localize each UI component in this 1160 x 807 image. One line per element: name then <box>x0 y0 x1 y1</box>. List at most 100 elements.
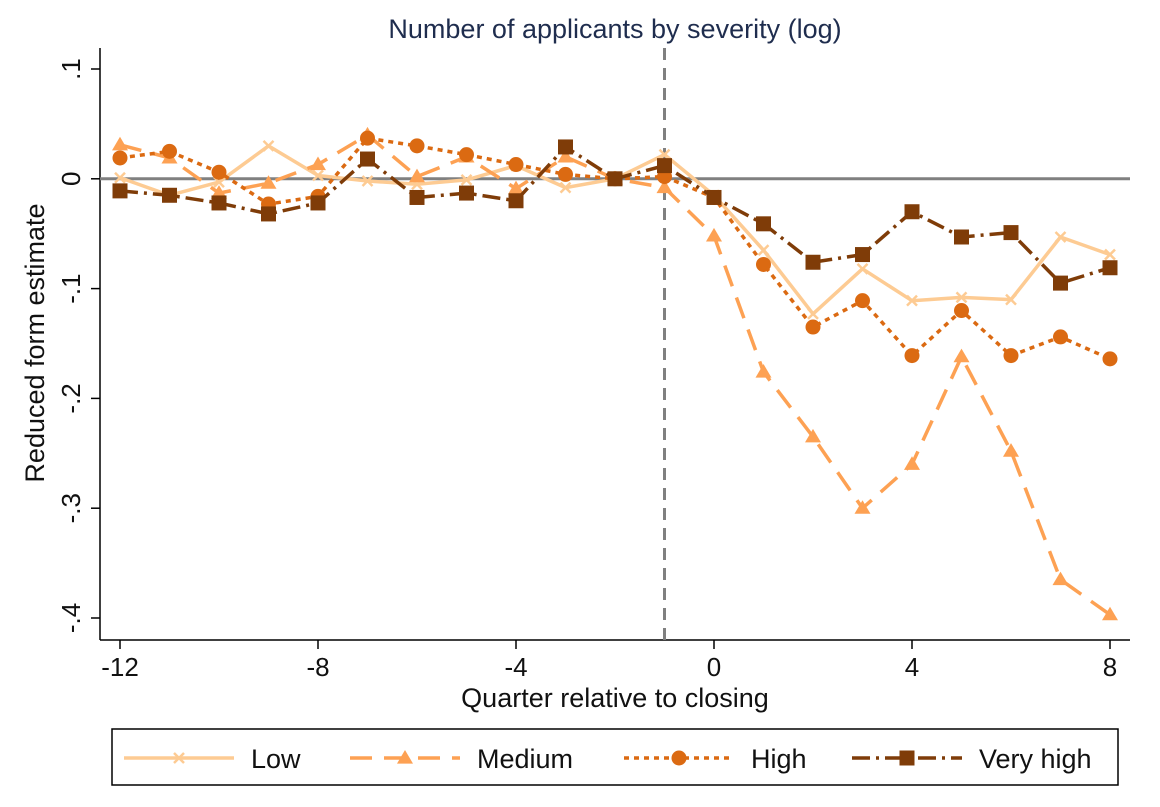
x-tick-label: 0 <box>707 652 721 682</box>
data-point-medium <box>1003 443 1019 457</box>
legend-item-low: Low <box>124 744 301 774</box>
data-point-medium <box>755 364 772 378</box>
data-point-medium <box>1102 606 1118 621</box>
data-point-low <box>906 294 918 307</box>
data-point-medium <box>854 500 871 514</box>
data-point-low <box>460 174 473 186</box>
data-point-very-high <box>904 204 920 220</box>
x-tick-label: -12 <box>101 652 139 682</box>
data-point-medium <box>409 168 425 183</box>
data-point-very-high <box>1053 275 1068 291</box>
data-point-very-high <box>162 187 177 203</box>
series-very-high <box>112 139 1118 291</box>
data-point-very-high <box>508 193 524 209</box>
x-tick-label: 4 <box>905 652 919 682</box>
data-point-high <box>1053 329 1068 345</box>
data-point-very-high <box>1003 225 1019 241</box>
data-point-medium <box>1052 571 1069 586</box>
legend-label-high: High <box>751 744 807 774</box>
plot-area: .1 0 -.1 -.2 -.3 -.4 -12 -8 -4 0 4 8 <box>56 48 1130 682</box>
data-point-high <box>904 348 920 364</box>
chart-title: Number of applicants by severity (log) <box>388 14 841 44</box>
data-point-low <box>856 262 869 275</box>
data-point-high <box>162 143 177 159</box>
data-point-high <box>459 147 474 163</box>
data-point-very-high <box>756 216 771 232</box>
legend: Low Medium High Very high <box>111 728 1119 786</box>
data-point-medium <box>706 227 722 242</box>
data-point-very-high <box>261 206 276 222</box>
data-point-high <box>558 166 573 182</box>
data-point-low <box>114 171 126 184</box>
data-point-high <box>211 164 227 180</box>
data-point-very-high <box>360 151 375 167</box>
data-point-very-high <box>558 139 573 155</box>
data-point-low <box>1054 231 1067 243</box>
data-point-very-high <box>607 171 623 187</box>
data-point-medium <box>953 348 970 363</box>
x-tick-label: -4 <box>504 652 527 682</box>
legend-swatch-marker <box>899 750 915 766</box>
data-point-very-high <box>657 158 672 174</box>
data-point-high <box>409 138 425 154</box>
y-tick-label: -.3 <box>56 493 86 523</box>
data-point-very-high <box>211 195 227 211</box>
legend-swatch-marker <box>173 752 185 764</box>
data-point-medium <box>557 148 574 163</box>
data-point-very-high <box>409 189 425 205</box>
y-tick-label: .1 <box>56 58 86 80</box>
data-point-medium <box>805 428 821 443</box>
data-point-low <box>559 181 572 194</box>
legend-label-medium: Medium <box>477 744 573 774</box>
data-point-low <box>1104 248 1116 261</box>
data-point-high <box>954 303 969 319</box>
data-point-very-high <box>954 229 969 245</box>
data-point-medium <box>508 180 524 195</box>
data-point-high <box>1003 348 1019 364</box>
data-point-medium <box>112 136 128 151</box>
y-tick-label: -.2 <box>56 383 86 413</box>
data-point-very-high <box>805 254 821 270</box>
data-point-medium <box>904 456 920 470</box>
data-point-high <box>855 293 870 309</box>
data-point-low <box>1005 293 1017 306</box>
legend-item-medium: Medium <box>350 744 573 774</box>
legend-label-low: Low <box>251 744 301 774</box>
legend-swatch-marker <box>671 750 687 766</box>
x-tick-label: -8 <box>306 652 329 682</box>
data-point-medium <box>656 179 673 194</box>
data-point-high <box>508 157 524 173</box>
data-point-very-high <box>310 195 326 211</box>
data-point-low <box>361 175 374 187</box>
x-axis-label: Quarter relative to closing <box>461 683 769 713</box>
data-point-high <box>805 319 821 335</box>
data-point-low <box>262 139 275 152</box>
legend-swatch-marker <box>397 750 413 764</box>
data-point-low <box>312 169 324 182</box>
data-point-medium <box>211 185 227 199</box>
data-point-medium <box>310 156 326 171</box>
y-tick-label: -.1 <box>56 273 86 303</box>
y-tick-label: -.4 <box>56 603 86 633</box>
y-tick-label: 0 <box>56 172 86 186</box>
legend-item-high: High <box>624 744 807 774</box>
data-point-high <box>1102 351 1118 367</box>
data-point-very-high <box>706 189 722 205</box>
data-point-very-high <box>459 185 474 201</box>
data-point-very-high <box>855 247 870 263</box>
x-tick-label: 8 <box>1103 652 1117 682</box>
legend-item-very-high: Very high <box>852 744 1092 774</box>
series-high <box>112 130 1118 367</box>
data-point-high <box>756 256 771 272</box>
data-point-very-high <box>112 183 128 199</box>
data-point-low <box>807 307 819 320</box>
legend-label-very-high: Very high <box>979 744 1092 774</box>
data-point-low <box>955 291 968 304</box>
data-point-very-high <box>1102 260 1118 276</box>
data-point-medium <box>260 175 277 189</box>
data-point-low <box>658 148 671 161</box>
legend-box <box>111 728 1119 786</box>
data-point-high <box>360 130 375 146</box>
data-point-high <box>112 150 128 166</box>
